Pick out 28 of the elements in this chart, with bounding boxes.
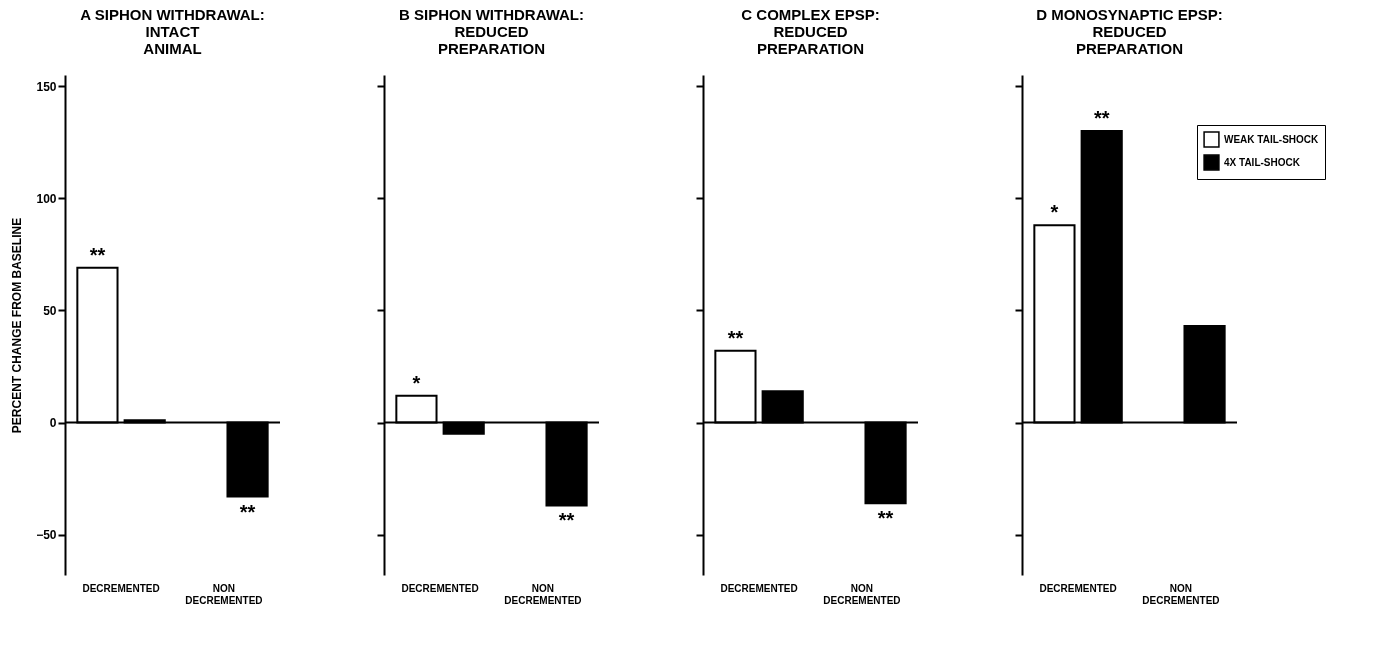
annotation: ** <box>877 507 894 530</box>
annotation: ** <box>1093 107 1110 130</box>
x-tick-label: DECREMENTED <box>401 582 479 594</box>
x-tick-label: NON DECREMENTED <box>185 582 263 606</box>
x-tick-label: DECREMENTED <box>720 582 798 594</box>
y-tick-label: 50 <box>43 303 57 318</box>
chart-title: A SIPHON WITHDRAWAL: INTACT ANIMAL <box>80 6 265 57</box>
x-tick-label: NON DECREMENTED <box>504 582 582 606</box>
y-tick-label: 0 <box>49 416 57 431</box>
x-tick-label: DECREMENTED <box>1039 582 1117 594</box>
x-tick-label: NON DECREMENTED <box>1142 582 1220 606</box>
annotation: * <box>1050 201 1059 224</box>
annotation: ** <box>239 500 256 523</box>
annotation: ** <box>558 509 575 532</box>
chart-title: D MONOSYNAPTIC EPSP: REDUCED PREPARATION <box>1036 6 1223 57</box>
annotation: ** <box>727 326 744 349</box>
x-tick-label: DECREMENTED <box>82 582 160 594</box>
y-axis-title: PERCENT CHANGE FROM BASELINE <box>10 217 25 434</box>
chart-title: B SIPHON WITHDRAWAL: REDUCED PREPARATION <box>399 6 584 57</box>
y-tick-label: 100 <box>36 191 57 206</box>
y-tick-label: −50 <box>36 528 57 543</box>
legend-label: WEAK TAIL-SHOCK <box>1224 133 1320 145</box>
chart-title: C COMPLEX EPSP: REDUCED PREPARATION <box>741 6 880 57</box>
y-tick-label: 150 <box>36 79 57 94</box>
annotation: * <box>412 371 421 394</box>
legend-label: 4X TAIL-SHOCK <box>1224 156 1301 168</box>
x-tick-label: NON DECREMENTED <box>823 582 901 606</box>
annotation: ** <box>89 243 106 266</box>
